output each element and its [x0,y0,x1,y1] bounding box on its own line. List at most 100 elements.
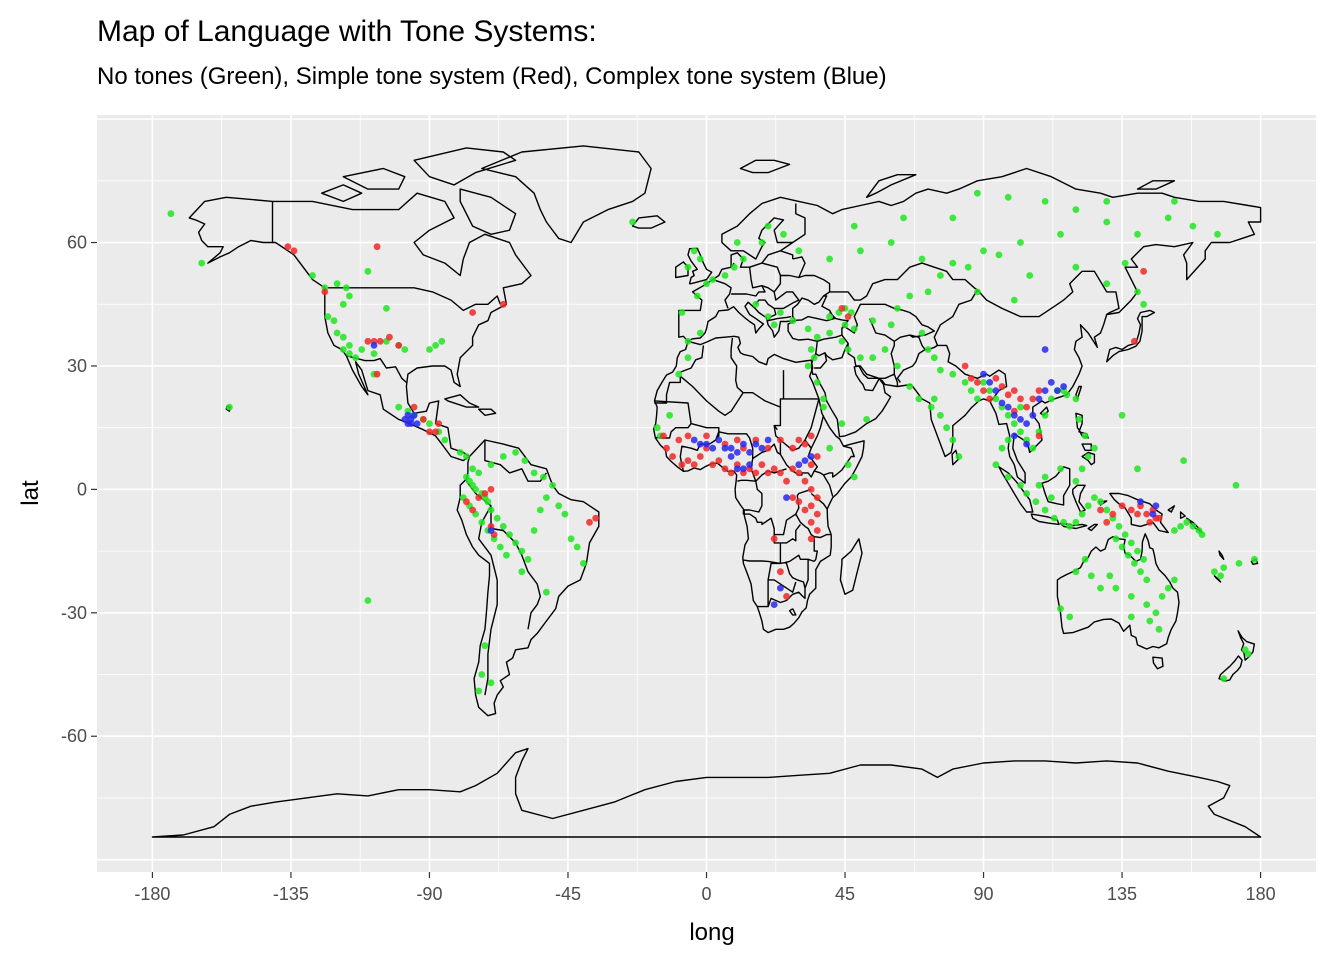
data-point [1084,502,1092,510]
data-point [752,469,760,477]
coast-australia [1056,533,1180,650]
data-point [370,342,378,349]
data-point [1017,416,1024,423]
data-point [518,568,526,576]
data-point [900,214,907,222]
data-point [629,218,636,226]
data-point [435,420,443,427]
data-point [1084,453,1092,460]
data-point [333,280,341,288]
data-point [813,510,821,518]
data-point [801,457,809,464]
data-point [709,276,717,283]
data-point [432,428,439,436]
x-tick-label: 0 [701,884,711,904]
data-point [1029,395,1037,403]
data-point [974,189,981,197]
x-axis-title: long [689,919,734,946]
data-point [820,395,827,403]
data-point [339,333,347,341]
data-point [478,671,486,678]
data-point [1127,506,1135,514]
data-point [918,255,926,263]
data-point [401,346,409,353]
data-point [764,313,772,320]
data-point [1072,568,1080,576]
data-point [364,597,372,604]
data-point [1017,395,1024,403]
data-point [1047,379,1055,386]
data-point [696,255,704,263]
data-point [1127,593,1135,600]
data-point [1060,383,1067,390]
data-point [469,465,476,473]
data-point [1171,576,1178,584]
data-point [419,416,427,423]
data-point [684,432,692,440]
data-point [764,222,772,230]
data-point [906,383,914,390]
data-point [660,432,667,440]
data-point [580,560,587,567]
data-point [339,346,347,353]
data-point [1081,555,1089,563]
data-point [1143,601,1151,608]
data-point [961,379,969,386]
data-point [1112,584,1120,592]
data-point [764,444,772,452]
data-point [770,535,778,543]
data-point [1047,494,1055,501]
data-point [789,317,797,325]
data-point [1155,514,1163,522]
data-point [690,436,698,444]
data-point [684,337,692,345]
coast-greenland [481,145,652,244]
data-point [1143,510,1151,518]
data-point [1251,555,1258,563]
data-point [974,395,981,403]
data-point [684,354,692,362]
data-point [506,531,513,538]
data-point [746,461,753,469]
data-point [838,337,846,345]
data-point [894,362,901,370]
y-tick-label: 30 [67,356,87,376]
data-point [813,453,821,460]
data-point [1097,506,1104,514]
data-point [721,465,729,473]
data-point [472,486,479,493]
data-point [693,292,701,300]
data-point [980,379,987,386]
data-point [1072,477,1080,485]
data-point [1041,506,1049,514]
data-point [746,449,753,456]
data-point [675,436,683,444]
data-point [1078,465,1086,473]
coast-us-canada-border [327,287,501,312]
data-point [330,317,338,325]
data-point [1057,605,1064,613]
data-point [804,362,812,370]
data-point [807,346,815,353]
data-point [807,432,815,440]
data-point [844,346,852,353]
data-point [703,432,710,440]
data-point [1137,568,1144,576]
data-point [586,518,593,526]
data-point [1004,411,1012,419]
data-point [1010,420,1018,427]
data-point [1057,465,1064,473]
data-point [364,267,372,275]
data-point [740,255,747,263]
data-point [1112,535,1120,543]
y-tick-label: 60 [67,233,87,253]
coast-japan [1106,309,1156,363]
data-point [937,411,944,419]
data-point [1032,498,1040,506]
data-point [1180,457,1187,464]
data-point [770,601,778,608]
chart-title: Map of Language with Tone Systems: [97,15,597,48]
data-point [339,300,347,308]
data-point [826,313,833,320]
data-point [1017,428,1024,436]
